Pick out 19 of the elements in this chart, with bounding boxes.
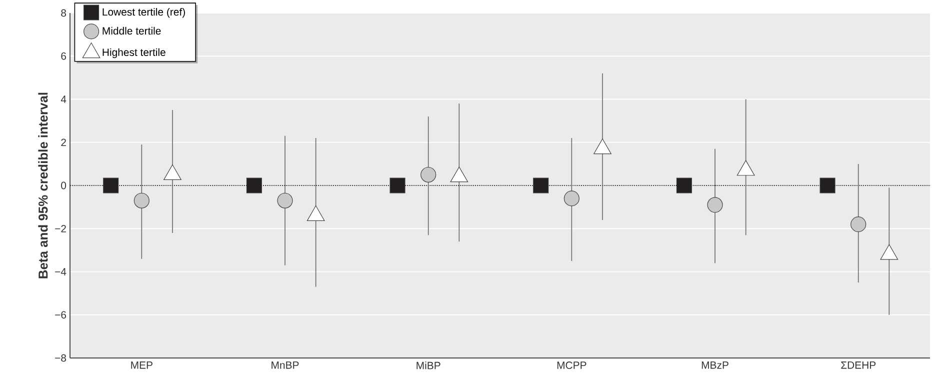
y-tick-label: −8 (55, 354, 66, 362)
x-tick-label: MCPP (557, 362, 586, 369)
legend-label: Lowest tertile (ref) (102, 8, 185, 18)
legend-label: Middle tertile (102, 26, 161, 35)
y-tick-label: 4 (60, 96, 66, 103)
y-tick-label: 6 (61, 52, 66, 60)
y-axis-title: Beta and 95% credible interval (38, 92, 48, 278)
y-tick-label: 2 (61, 138, 66, 146)
y-tick-label: −6 (55, 311, 66, 319)
y-tick-label: −2 (55, 224, 66, 232)
y-tick-label: 0 (61, 182, 66, 190)
x-tick-label: MEP (131, 362, 152, 369)
x-tick-label: MiBP (416, 362, 440, 370)
x-tick-label: MnBP (272, 362, 299, 369)
y-tick-label: −4 (55, 268, 66, 276)
legend-label: Highest tertile (102, 48, 166, 58)
x-tick-label: ΣDEHP (841, 362, 876, 369)
x-tick-label: MBzP (702, 362, 728, 369)
y-tick-label: 8 (61, 9, 66, 17)
